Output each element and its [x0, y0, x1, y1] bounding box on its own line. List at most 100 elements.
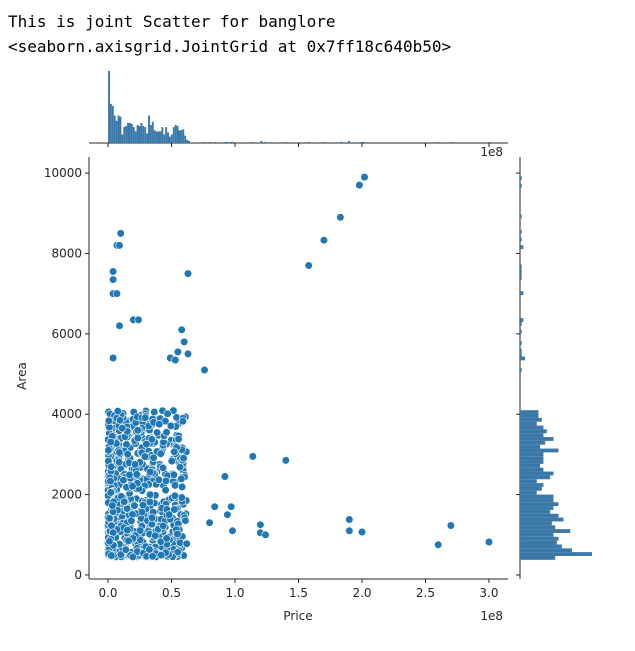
scatter-point: [106, 477, 115, 486]
scatter-point: [171, 355, 180, 365]
scatter-point: [177, 474, 186, 483]
scatter-point: [220, 472, 229, 481]
right-hist-bar: [520, 525, 556, 530]
top-hist-bar: [142, 126, 145, 143]
top-hist-bar: [184, 135, 187, 143]
right-hist-bar: [520, 548, 572, 553]
scatter-point: [128, 482, 137, 491]
scatter-point: [122, 504, 132, 513]
scatter-point: [360, 173, 369, 182]
top-hist-bar: [226, 141, 229, 143]
scatter-point: [157, 550, 166, 560]
scatter-point: [161, 476, 171, 486]
scatter-point: [173, 548, 182, 557]
scatter-point: [223, 510, 232, 519]
scatter-point: [159, 521, 168, 531]
top-hist-bar: [140, 122, 143, 143]
right-hist-bar: [520, 433, 544, 438]
scatter-point: [181, 516, 190, 525]
right-hist-bar: [520, 437, 554, 441]
right-hist-bar: [520, 502, 559, 507]
right-hist-bar: [520, 214, 522, 219]
top-hist-bar: [361, 141, 364, 143]
scatter-point: [163, 409, 172, 418]
scatter-point: [104, 446, 113, 455]
scatter-point: [134, 315, 143, 324]
scatter-point: [154, 475, 163, 484]
right-hist-bar: [520, 471, 554, 476]
scatter-point: [162, 534, 171, 543]
scatter-point: [130, 460, 140, 469]
scatter-point: [256, 520, 265, 529]
top-hist-bar: [178, 130, 181, 143]
right-hist-bar: [520, 536, 559, 541]
top-hist-bar: [167, 132, 169, 143]
scatter-point: [142, 440, 151, 449]
right-hist-bar: [520, 429, 547, 434]
scatter-point: [156, 449, 165, 458]
top-hist-bar: [151, 121, 154, 143]
scatter-point: [158, 463, 168, 473]
scatter-point: [108, 353, 118, 363]
x-tick-label: 2.5: [416, 586, 435, 600]
right-hist-bar: [520, 521, 552, 526]
x-tick-label: 2.0: [352, 586, 371, 600]
top-hist-bar: [488, 141, 491, 143]
scatter-point: [180, 337, 189, 347]
scatter-point: [147, 513, 157, 522]
top-hist-bar: [149, 125, 152, 143]
scatter-point: [148, 552, 157, 561]
top-hist-bar: [176, 126, 179, 143]
right-hist-bar: [520, 237, 522, 242]
scatter-point: [345, 526, 354, 535]
scatter-point: [170, 481, 180, 490]
scatter-point: [173, 529, 182, 539]
y-tick-label: 6000: [51, 327, 82, 341]
scatter-point: [116, 229, 125, 238]
y-tick-label: 8000: [51, 246, 82, 260]
scatter-point: [205, 518, 214, 527]
y-tick-label: 2000: [51, 488, 82, 502]
scatter-point: [261, 530, 270, 539]
scatter-point: [145, 545, 154, 554]
scatter-point: [124, 536, 133, 546]
top-histogram-offset-label: 1e8: [480, 145, 503, 159]
scatter-point: [434, 540, 443, 549]
top-hist-bar: [348, 140, 350, 143]
scatter-point: [484, 537, 494, 547]
right-hist-bar: [520, 483, 544, 487]
scatter-point: [175, 538, 185, 547]
right-hist-bar: [520, 540, 557, 545]
scatter-point: [136, 526, 145, 535]
top-hist-bar: [121, 134, 124, 143]
output-line-repr: <seaborn.axisgrid.JointGrid at 0x7ff18c6…: [8, 37, 452, 56]
top-hist-bar: [111, 105, 114, 143]
scatter-point: [174, 434, 183, 444]
right-hist-bar: [520, 272, 522, 276]
right-hist-bar: [520, 425, 544, 430]
right-hist-bar: [520, 444, 541, 449]
scatter-point: [107, 551, 116, 560]
top-hist-bar: [180, 130, 183, 143]
top-hist-bar: [203, 141, 206, 143]
top-hist-bar: [109, 103, 112, 143]
scatter-point: [133, 426, 142, 435]
top-hist-bar: [136, 125, 139, 143]
right-hist-bar: [520, 555, 556, 560]
scatter-point: [140, 452, 149, 461]
x-tick-label: 1.0: [225, 586, 244, 600]
right-hist-bar: [520, 229, 522, 234]
right-hist-bar: [520, 417, 542, 422]
top-hist-bar: [128, 122, 131, 143]
scatter-point: [304, 261, 313, 270]
scatter-point: [108, 275, 118, 284]
scatter-point: [183, 349, 193, 359]
right-hist-bar: [520, 513, 559, 518]
top-hist-bar: [450, 141, 453, 143]
scatter-point: [166, 421, 175, 431]
top-hist-bar: [146, 133, 149, 143]
scatter-point: [178, 482, 187, 492]
top-hist-bar: [229, 141, 232, 143]
scatter-point: [113, 407, 122, 416]
top-marginal-histogram: [89, 71, 508, 147]
